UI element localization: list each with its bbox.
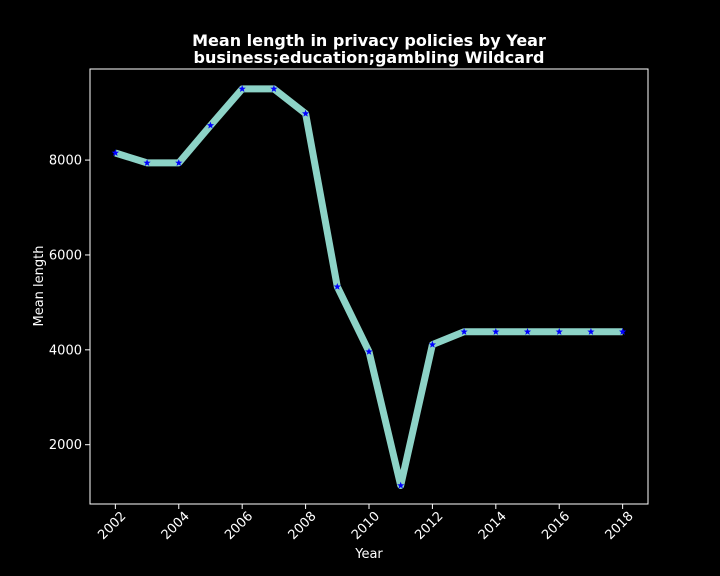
y-tick-label: 4000 — [49, 343, 82, 358]
data-point-marker — [365, 347, 373, 355]
data-point-marker — [492, 328, 500, 335]
data-point-marker — [428, 340, 437, 348]
data-point-marker — [555, 328, 563, 335]
x-axis-label: Year — [354, 547, 383, 562]
data-point-marker — [175, 159, 183, 166]
data-point-marker — [143, 159, 151, 166]
data-point-marker — [206, 121, 215, 129]
y-axis-ticks: 2000 4000 6000 8000 — [49, 154, 90, 453]
data-point-marker — [238, 85, 246, 92]
data-point-marker — [111, 149, 119, 157]
data-point-marker — [523, 328, 532, 335]
data-point-marker — [301, 109, 310, 117]
y-tick-label: 6000 — [49, 248, 82, 263]
y-tick-label: 2000 — [49, 438, 82, 453]
data-point-marker — [333, 282, 341, 290]
data-point-marker — [270, 85, 278, 92]
y-axis-label: Mean length — [32, 246, 47, 327]
y-tick-label: 8000 — [49, 154, 82, 169]
data-point-marker — [460, 328, 468, 335]
data-point-marker — [587, 328, 595, 335]
chart-subtitle: business;education;gambling Wildcard — [194, 48, 545, 67]
data-point-marker — [619, 328, 627, 335]
data-markers — [111, 85, 627, 489]
data-point-marker — [397, 481, 405, 489]
chart-title: Mean length in privacy policies by Year — [192, 31, 546, 50]
